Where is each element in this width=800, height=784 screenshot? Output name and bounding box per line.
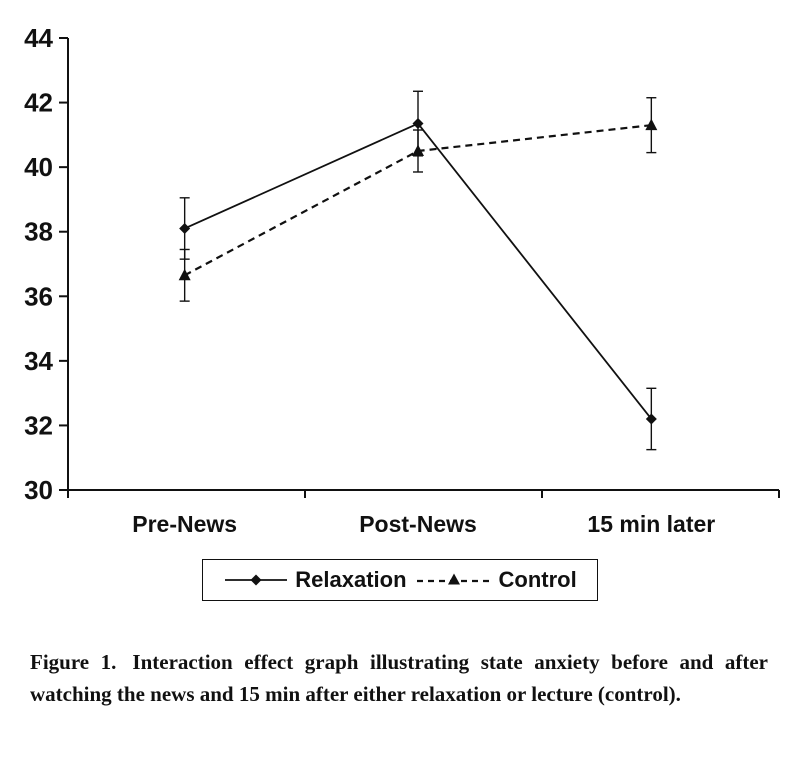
y-tick-label: 38 bbox=[24, 217, 53, 247]
y-tick-label: 32 bbox=[24, 410, 53, 440]
y-tick-label: 42 bbox=[24, 88, 53, 118]
legend-label-control: Control bbox=[498, 567, 577, 592]
figure-caption: Figure 1. Interaction effect graph illust… bbox=[30, 647, 768, 710]
diamond-marker-relaxation bbox=[179, 222, 191, 234]
legend-label-relaxation: Relaxation bbox=[295, 567, 407, 592]
y-tick-label: 30 bbox=[24, 475, 53, 505]
figure-caption-text: Interaction effect graph illustrating st… bbox=[30, 650, 768, 706]
triangle-marker-control bbox=[178, 268, 191, 281]
triangle-marker-control bbox=[645, 118, 658, 131]
x-category-label: 15 min later bbox=[587, 511, 715, 537]
anxiety-line-chart: 30 32 34 36 38 40 42 44 Pre-News Post-News 15 min … bbox=[24, 23, 780, 537]
chart-legend: Relaxation Control bbox=[0, 559, 800, 601]
figure-caption-number: Figure 1. bbox=[30, 650, 117, 674]
y-tick-label: 44 bbox=[24, 23, 53, 53]
legend-item-relaxation: Relaxation bbox=[223, 567, 407, 593]
x-category-label: Pre-News bbox=[132, 511, 237, 537]
y-tick-label: 40 bbox=[24, 152, 53, 182]
relaxation-solid-line-diamond-icon bbox=[225, 574, 288, 586]
y-tick-label: 34 bbox=[24, 346, 53, 376]
legend-box: Relaxation Control bbox=[202, 559, 598, 601]
y-tick-label: 36 bbox=[24, 281, 53, 311]
x-category-label: Post-News bbox=[359, 511, 477, 537]
diamond-marker-relaxation bbox=[645, 413, 657, 425]
triangle-marker-control bbox=[412, 144, 424, 156]
diamond-marker-relaxation bbox=[412, 118, 424, 130]
legend-item-control: Control bbox=[415, 567, 577, 593]
control-dashed-line-triangle-icon bbox=[416, 573, 491, 585]
